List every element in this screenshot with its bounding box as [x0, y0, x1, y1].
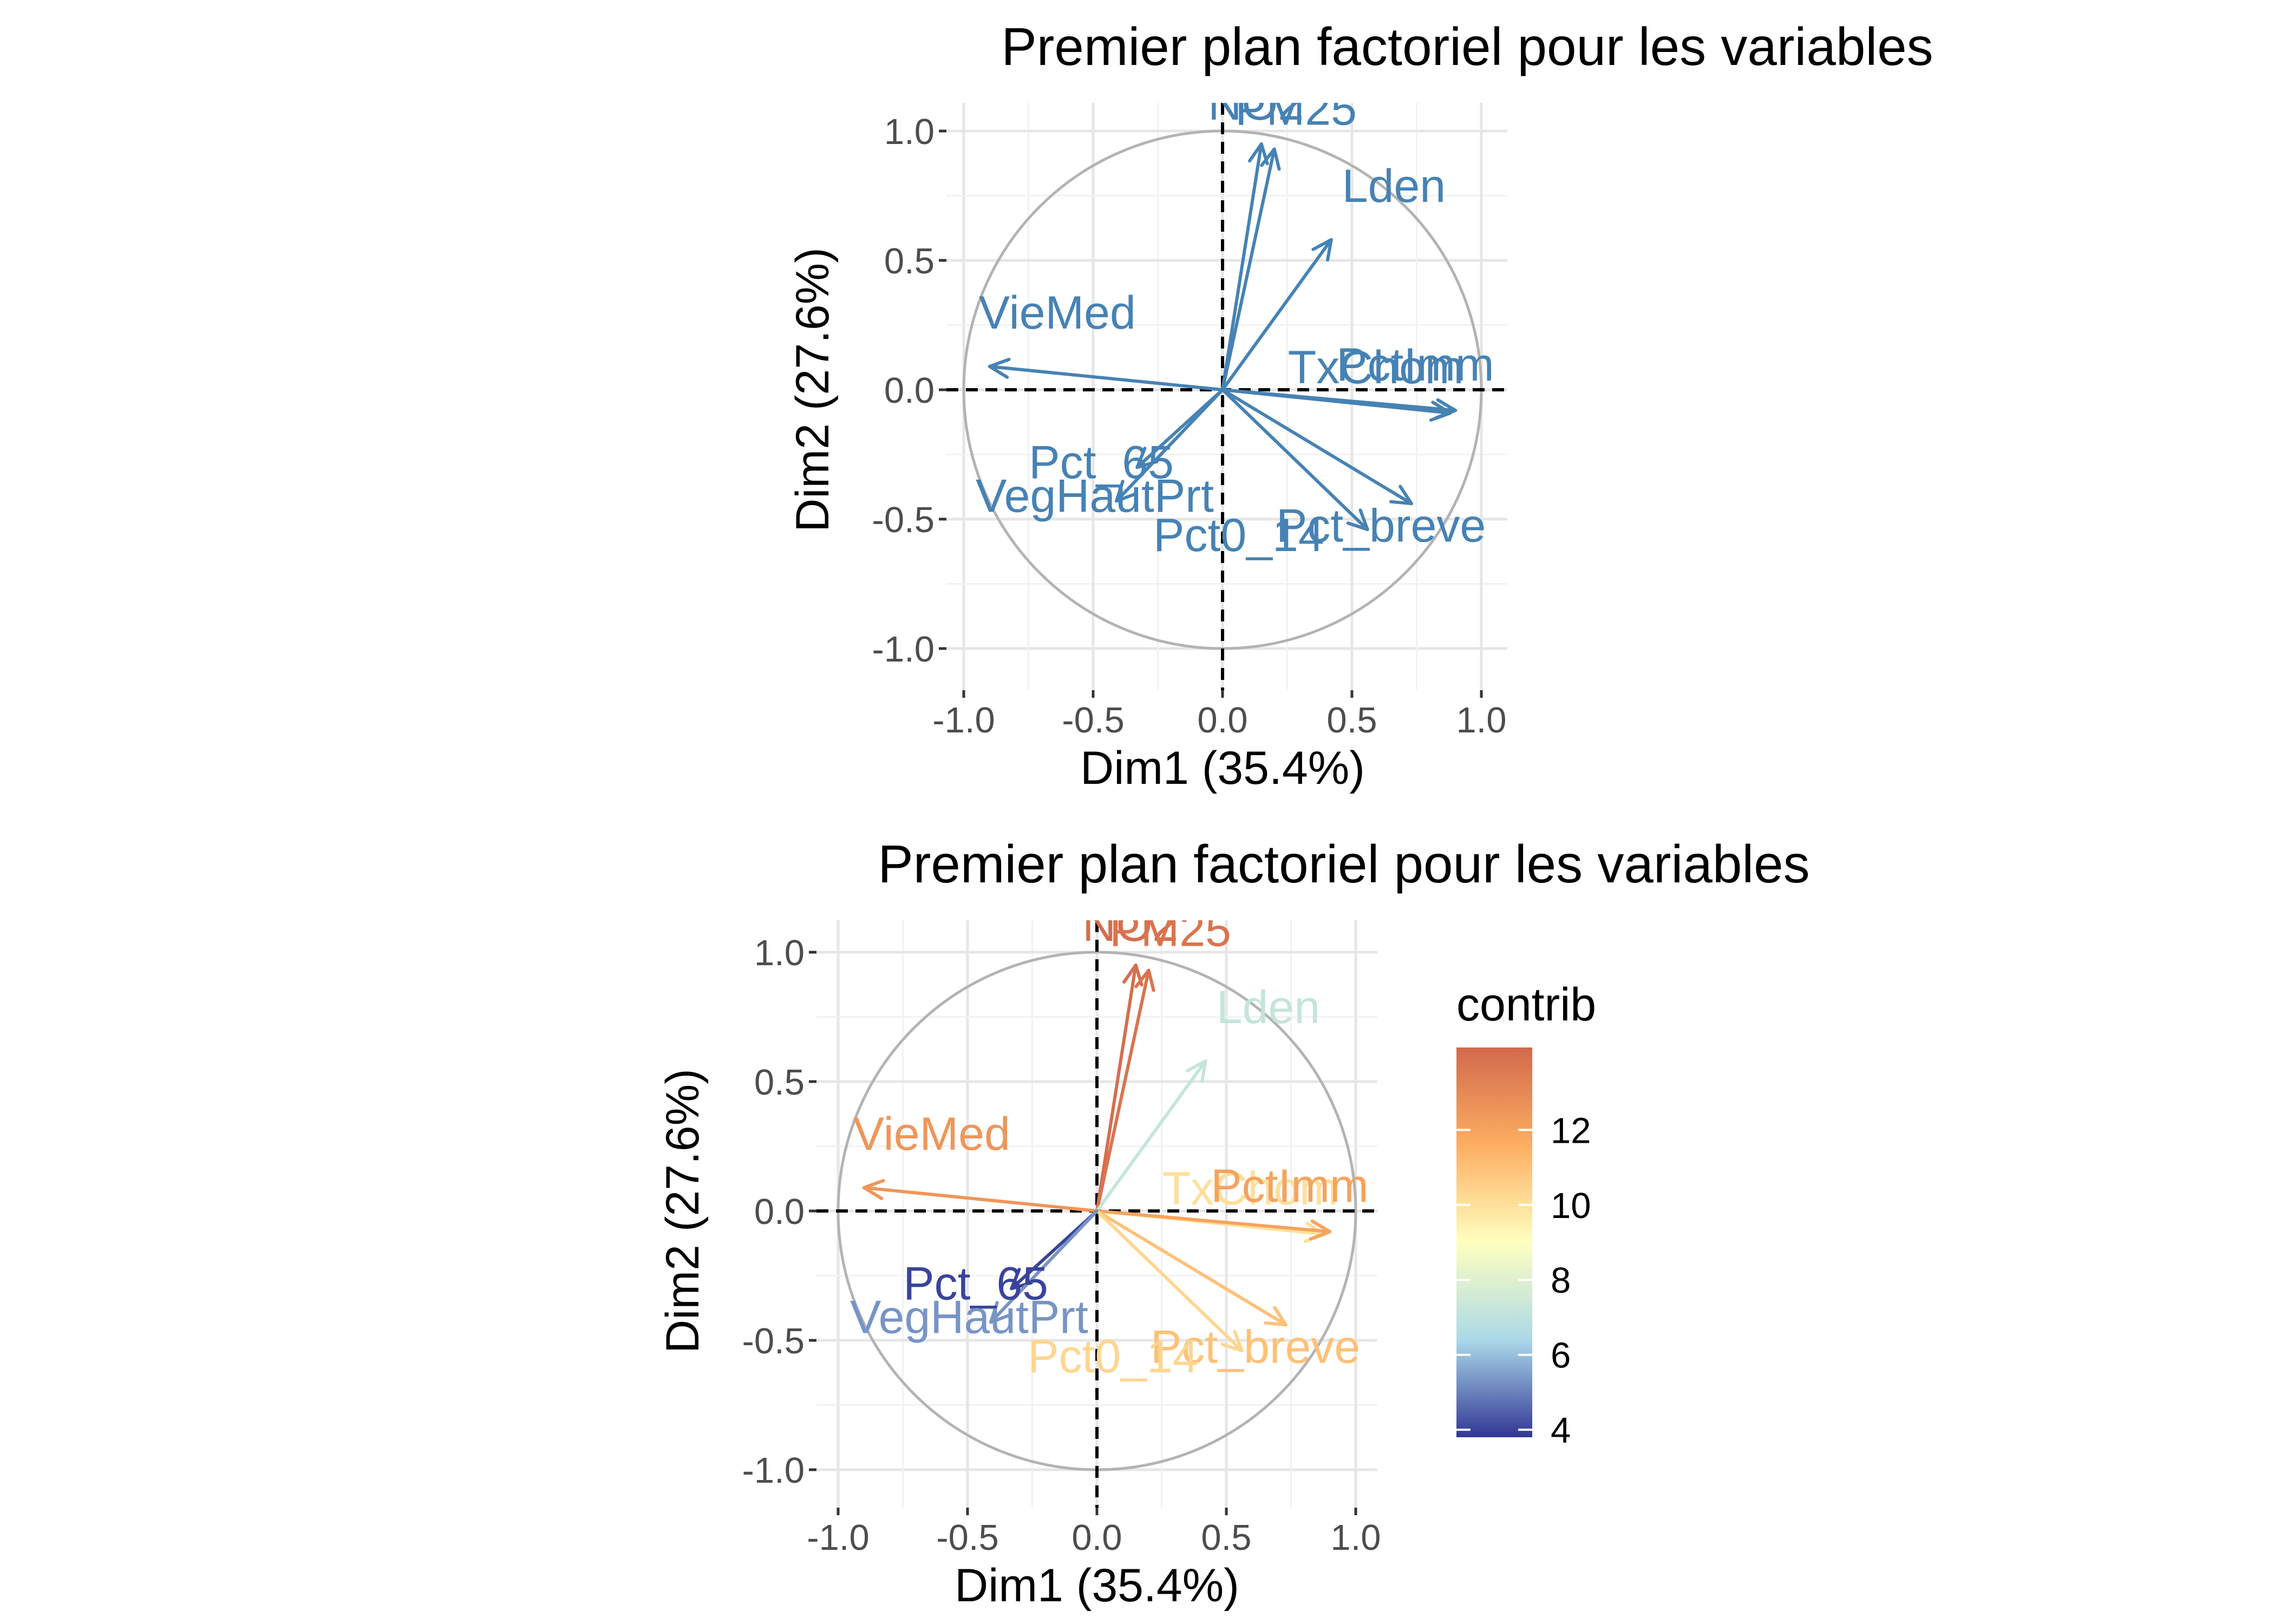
x-axis-title-1: Dim1 (35.4%) [1080, 742, 1365, 794]
y-tick-label: 0.5 [884, 241, 935, 281]
x-tick-label: -0.5 [1062, 700, 1124, 741]
variable-label-pct_65: Pct_65 [1029, 436, 1174, 488]
plot-background [946, 103, 1507, 690]
arrow-pct_breve [1095, 1209, 1288, 1327]
variable-label-viemed: VieMed [853, 1108, 1010, 1160]
y-tick-label: 0.0 [884, 370, 935, 411]
x-tick-label: -1.0 [807, 1517, 869, 1558]
variable-label-txchom: TxChom [1162, 1163, 1338, 1215]
arrow-pct_breve [1221, 388, 1413, 506]
arrowhead-pm25 [1134, 968, 1155, 992]
x-tick-label: 0.5 [1201, 1517, 1251, 1558]
variable-label-txchom: TxChom [1288, 342, 1464, 394]
axis-ticks-2: -1.0 -0.5 0.0 0.5 1.0 1.0 0.5 0.0 -0.5 -1.0 [742, 933, 1381, 1558]
x-axis-title-2: Dim1 (35.4%) [955, 1560, 1239, 1612]
arrow-pct0_14 [1095, 1209, 1244, 1353]
arrowhead-pct_breve [1389, 484, 1413, 506]
arrow-pctimm [1221, 388, 1458, 412]
legend-tick-label: 8 [1551, 1260, 1571, 1301]
arrowhead-no2 [1122, 963, 1143, 987]
variable-arrows-2 [862, 963, 1332, 1353]
arrowhead-pctimm [1309, 1219, 1332, 1241]
variable-label-veghautprt: VegHautPrt [850, 1292, 1088, 1344]
arrow-no2 [1221, 142, 1263, 391]
variable-label-pct0_14: Pct0_14 [1028, 1331, 1199, 1383]
legend-gradient [1456, 1047, 1532, 1437]
arrowhead-veghautprt [1115, 480, 1138, 503]
variable-label-lden: Lden [1217, 981, 1320, 1033]
variable-label-no2: NO2 [1082, 899, 1178, 951]
arrow-viemed [862, 1186, 1099, 1213]
legend-tick-label: 10 [1551, 1186, 1591, 1226]
variable-label-pm25: PM25 [1109, 904, 1231, 956]
arrowhead-pm25 [1260, 147, 1281, 171]
variable-label-pct_breve: Pct_breve [1276, 500, 1486, 552]
legend-colorbar [1456, 1047, 1532, 1437]
variable-label-pctimm: PctImm [1336, 339, 1494, 391]
arrow-veghautprt [1115, 388, 1224, 503]
variable-label-pctimm: PctImm [1211, 1160, 1368, 1212]
arrow-pm25 [1221, 147, 1276, 391]
y-axis-title-1: Dim2 (27.6%) [787, 247, 839, 532]
chart-panel-1: Premier plan factoriel pour les variable… [787, 17, 1933, 794]
arrowhead-viemed [988, 357, 1011, 379]
legend-ticks: 12 10 8 6 4 [1456, 1110, 1591, 1451]
arrow-pctimm [1095, 1209, 1332, 1234]
y-axis-title-2: Dim2 (27.6%) [657, 1069, 709, 1353]
variable-label-veghautprt: VegHautPrt [976, 470, 1214, 522]
x-tick-label: -0.5 [936, 1517, 998, 1558]
arrowhead-veghautprt [989, 1301, 1012, 1324]
arrowhead-pctimm [1434, 398, 1458, 420]
legend-tick-label: 6 [1551, 1335, 1571, 1376]
y-tick-label: 1.0 [884, 112, 935, 152]
variable-label-pct0_14: Pct0_14 [1153, 509, 1324, 561]
variable-label-lden: Lden [1342, 160, 1446, 212]
arrow-pct0_14 [1221, 388, 1369, 532]
x-tick-label: 0.0 [1197, 700, 1247, 741]
chart-title-1: Premier plan factoriel pour les variable… [1001, 17, 1933, 76]
variable-label-pct_65: Pct_65 [903, 1258, 1048, 1309]
y-tick-label: 0.0 [754, 1191, 805, 1232]
variable-labels-2: NO2PM25LdenVieMedTxChomPctImmPct_brevePc… [850, 899, 1369, 1383]
arrowhead-lden [1311, 238, 1333, 262]
y-tick-label: -1.0 [742, 1450, 805, 1491]
variable-label-viemed: VieMed [979, 287, 1136, 339]
arrow-pm25 [1095, 968, 1151, 1213]
variable-labels-1: NO2PM25LdenVieMedTxChomPctImmPct_brevePc… [976, 78, 1494, 561]
arrowhead-lden [1186, 1059, 1207, 1083]
x-tick-label: 0.0 [1071, 1517, 1122, 1558]
arrowhead-pct0_14 [1346, 508, 1369, 532]
y-tick-label: -1.0 [872, 629, 935, 670]
arrowhead-no2 [1248, 142, 1269, 166]
x-tick-label: 0.5 [1327, 700, 1377, 741]
x-tick-label: 1.0 [1456, 700, 1506, 741]
variable-label-pct_breve: Pct_breve [1151, 1321, 1360, 1373]
arrowhead-viemed [862, 1178, 885, 1200]
variable-arrows-1 [988, 142, 1458, 532]
arrowhead-pct0_14 [1220, 1330, 1244, 1353]
y-tick-label: 1.0 [754, 933, 805, 973]
y-tick-label: 0.5 [754, 1062, 805, 1103]
legend-tick-label: 12 [1551, 1110, 1591, 1151]
chart-panel-2: Premier plan factoriel pour les variable… [657, 834, 1810, 1612]
variable-label-no2: NO2 [1208, 78, 1304, 130]
arrowhead-pct_breve [1264, 1306, 1288, 1327]
variable-label-pm25: PM25 [1235, 83, 1357, 135]
arrow-lden [1095, 1059, 1207, 1213]
y-tick-label: -0.5 [742, 1321, 805, 1361]
y-tick-label: -0.5 [872, 500, 935, 540]
legend-title: contrib [1456, 979, 1596, 1031]
arrow-veghautprt [989, 1209, 1099, 1324]
arrow-lden [1221, 238, 1333, 391]
x-tick-label: 1.0 [1330, 1517, 1381, 1558]
axis-ticks-1: -1.0 -0.5 0.0 0.5 1.0 1.0 0.5 0.0 -0.5 -1.0 [872, 112, 1507, 741]
x-tick-label: -1.0 [932, 700, 995, 741]
arrow-no2 [1095, 963, 1138, 1213]
contrib-legend: contrib 12 10 8 6 4 [1456, 979, 1596, 1451]
legend-tick-label: 4 [1551, 1410, 1571, 1451]
arrow-viemed [988, 364, 1224, 391]
chart-title-2: Premier plan factoriel pour les variable… [878, 834, 1809, 894]
